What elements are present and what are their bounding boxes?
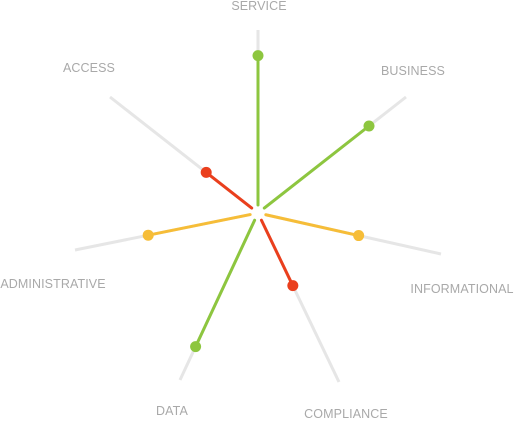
axis-label-administrative: ADMINISTRATIVE <box>0 277 105 291</box>
axis-label-informational: INFORMATIONAL <box>410 282 513 296</box>
value-line-data <box>194 218 257 349</box>
value-dot-business <box>363 120 375 132</box>
value-dot-access <box>200 166 212 178</box>
axis-label-compliance: COMPLIANCE <box>304 407 388 420</box>
value-line-informational <box>264 213 361 238</box>
value-line-access <box>204 170 254 210</box>
value-dot-compliance <box>287 280 299 292</box>
axis-label-data: DATA <box>156 404 188 418</box>
value-dot-service <box>252 50 264 62</box>
value-line-compliance <box>259 218 295 288</box>
axis-label-service: SERVICE <box>231 0 286 13</box>
axis-label-business: BUSINESS <box>381 64 445 78</box>
axis-label-access: ACCESS <box>63 61 115 75</box>
value-dot-data <box>190 341 202 353</box>
dot-group <box>142 50 375 353</box>
value-line-administrative <box>146 213 252 237</box>
value-group <box>146 54 371 349</box>
value-line-business <box>262 124 371 210</box>
value-dot-administrative <box>142 229 154 241</box>
value-dot-informational <box>353 230 365 242</box>
